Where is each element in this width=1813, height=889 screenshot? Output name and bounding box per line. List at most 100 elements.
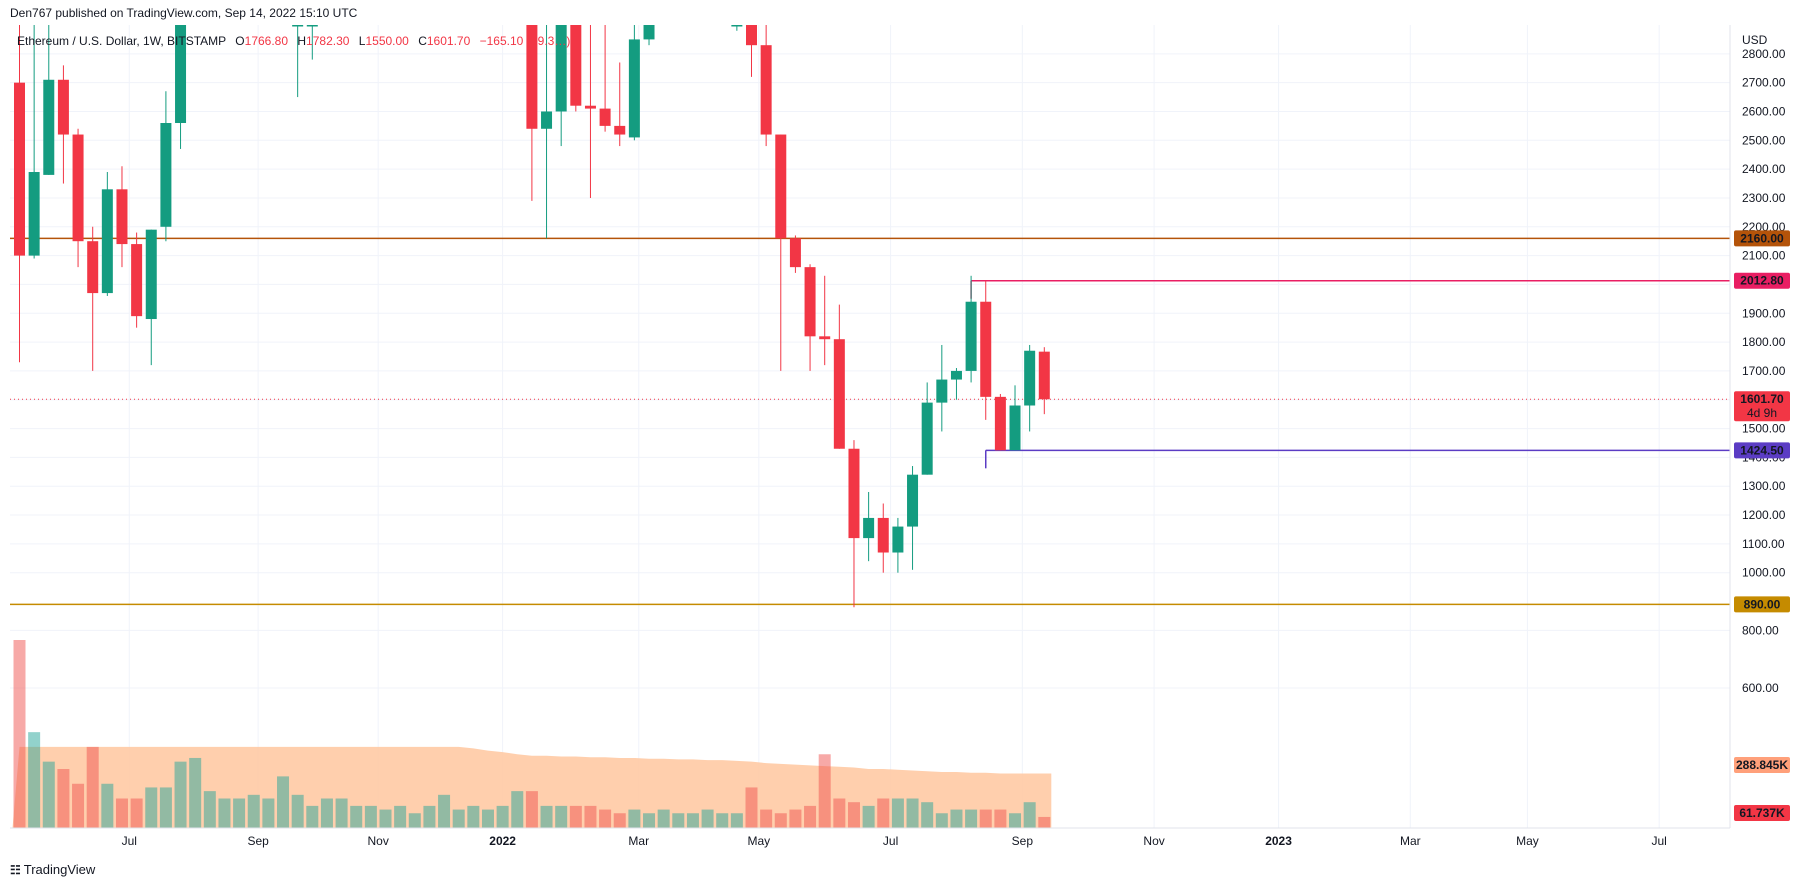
currency-label: USD: [1742, 33, 1768, 47]
volume-bar: [804, 805, 817, 828]
grid-lines: [10, 25, 1730, 828]
volume-bar: [423, 805, 436, 828]
candle-up: [921, 402, 933, 475]
volume-bar: [525, 791, 538, 828]
volume-bar: [1023, 802, 1036, 828]
candle-down: [833, 339, 845, 449]
level-tag: 1424.50: [1740, 443, 1784, 457]
axes: 600.00 800.00 1000.00 1100.00 1200.00 1300.00…: [10, 25, 1790, 848]
candle-up: [28, 172, 40, 256]
volume-bar: [511, 791, 524, 828]
last-volume-tag-bg: [1734, 805, 1790, 821]
legend-change: −165.10 (−9.3…): [480, 34, 571, 48]
volume-bar: [643, 813, 656, 828]
volume-bar: [877, 798, 890, 828]
tradingview-logo-icon: ☷: [10, 862, 21, 877]
volume-bar: [379, 809, 392, 828]
last-price-tag: 1601.70: [1740, 392, 1784, 406]
candle-down: [599, 108, 611, 126]
level-tag: 2160.00: [1740, 231, 1784, 245]
y-tick-label: 1000.00: [1742, 566, 1786, 580]
y-tick-label: 1700.00: [1742, 364, 1786, 378]
y-tick-label: 2300.00: [1742, 191, 1786, 205]
last-volume-tag: 61.737K: [1739, 806, 1785, 820]
x-tick-label: Nov: [368, 834, 389, 848]
candle-up: [292, 25, 304, 27]
candle-up: [892, 526, 904, 553]
candle-up: [145, 229, 157, 320]
candle-up: [43, 79, 55, 175]
y-tick-label: 1200.00: [1742, 508, 1786, 522]
publish-line: Den767 published on TradingView.com, Sep…: [10, 6, 358, 20]
volume-bar: [1009, 813, 1022, 828]
volume-bar: [101, 783, 114, 828]
tradingview-footer[interactable]: ☷ TradingView: [10, 862, 95, 877]
candle-down: [584, 105, 596, 109]
volume-bar: [965, 809, 978, 828]
candle-down: [789, 238, 801, 268]
volume-bar: [891, 798, 904, 828]
candle-down: [746, 25, 757, 46]
candle-down: [994, 396, 1006, 451]
volume-bar: [145, 787, 158, 828]
y-tick-label: 2100.00: [1742, 249, 1786, 263]
volume-bar: [394, 805, 407, 828]
volume-bar: [540, 805, 553, 828]
candle-down: [1038, 351, 1050, 400]
candle-up: [306, 25, 318, 27]
volume-bar: [847, 802, 860, 828]
candle-up: [863, 517, 875, 539]
volume-bar: [818, 754, 831, 828]
legend-low: 1550.00: [365, 34, 409, 48]
volume-bar: [599, 809, 612, 828]
candle-down: [980, 301, 992, 397]
volume-bar: [350, 805, 363, 828]
volume-bar: [950, 809, 963, 828]
candle-down: [848, 448, 860, 539]
volume-bar: [701, 809, 714, 828]
candle-down: [72, 134, 84, 242]
candle-up: [965, 301, 977, 371]
y-tick-label: 2400.00: [1742, 162, 1786, 176]
volume-bar: [569, 805, 582, 828]
legend-high: 1782.30: [306, 34, 350, 48]
x-tick-label: May: [1516, 834, 1539, 848]
candle-down: [131, 244, 143, 317]
volume-bar: [320, 798, 333, 828]
volume-bar: [672, 813, 685, 828]
candle-down: [775, 134, 787, 239]
y-tick-label: 800.00: [1742, 623, 1779, 637]
candle-up: [907, 474, 919, 527]
candle-down: [57, 79, 69, 135]
y-tick-label: 1900.00: [1742, 306, 1786, 320]
candle-up: [628, 39, 640, 138]
x-tick-label: Jul: [122, 834, 137, 848]
volume-bar: [408, 813, 421, 828]
candle-up: [101, 189, 113, 294]
candle-down: [877, 517, 889, 553]
y-tick-label: 1100.00: [1742, 537, 1785, 551]
candle-down: [819, 336, 831, 340]
y-tick-label: 2500.00: [1742, 133, 1786, 147]
candle-down: [116, 189, 128, 245]
last-price-tag-bg: [1734, 391, 1790, 422]
volume-bar: [86, 746, 99, 828]
volume-bar: [467, 805, 480, 828]
volume-bar: [57, 769, 70, 828]
volume-bar: [555, 805, 568, 828]
volume-bar: [218, 798, 231, 828]
volume-bar: [306, 805, 319, 828]
y-tick-label: 600.00: [1742, 681, 1779, 695]
candle-down: [570, 25, 582, 106]
volume-bar: [584, 805, 597, 828]
volume-bar: [262, 798, 275, 828]
volume-pane: [12, 640, 1052, 828]
volume-ma-tag: 288.845K: [1736, 758, 1788, 772]
volume-bar: [28, 732, 41, 828]
volume-bar: [789, 809, 802, 828]
x-tick-label: Sep: [247, 834, 269, 848]
volume-bar: [335, 798, 348, 828]
legend-close: 1601.70: [427, 34, 471, 48]
y-tick-label: 1800.00: [1742, 335, 1786, 349]
